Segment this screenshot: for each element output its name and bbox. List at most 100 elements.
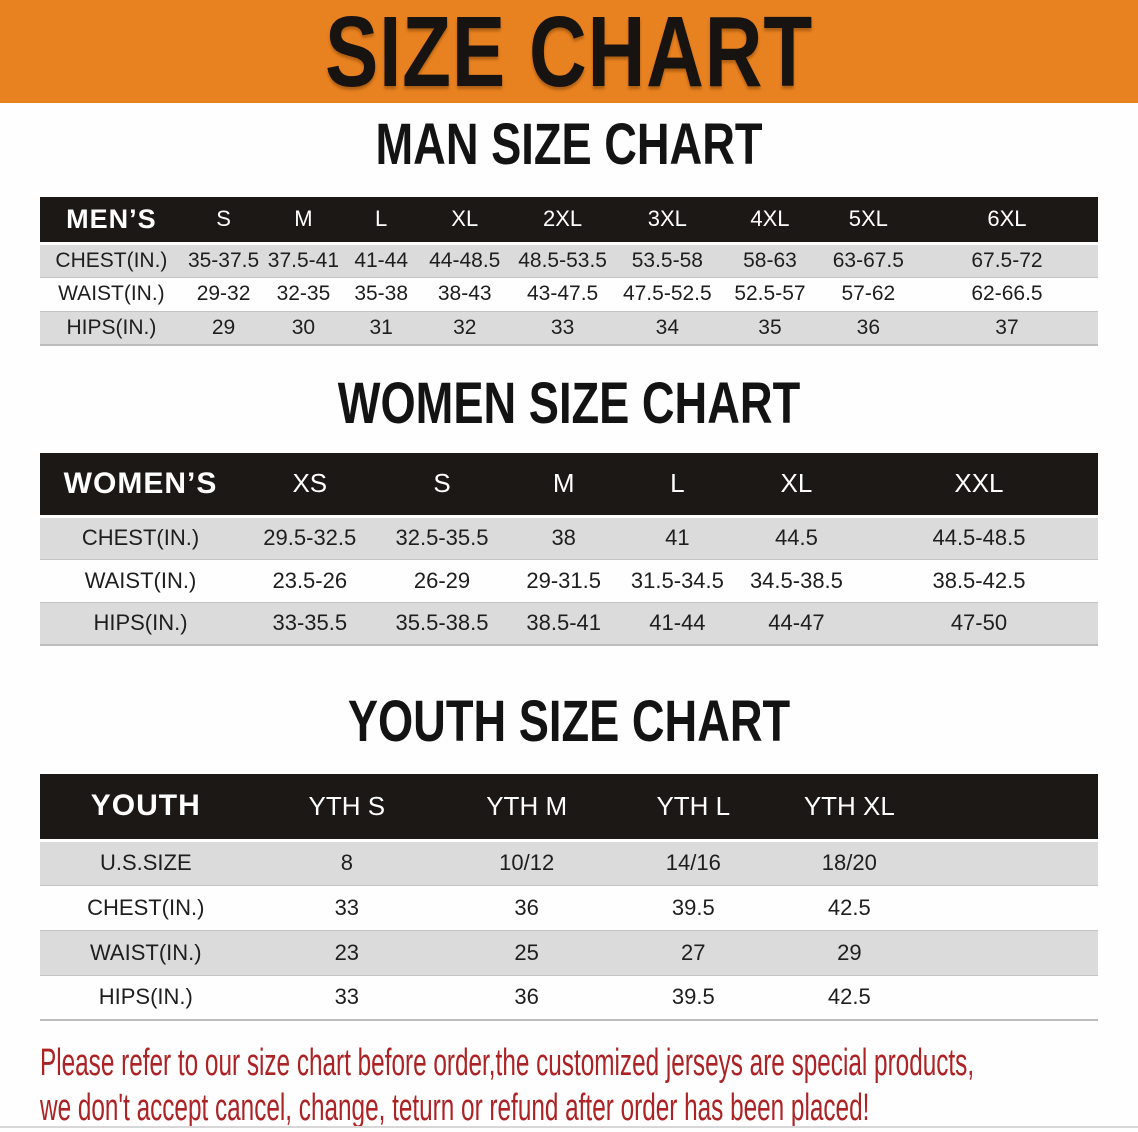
size-column-header: 2XL	[509, 197, 616, 243]
men-size-table: MEN’S S M L XL 2XL 3XL 4XL 5XL 6XL CHEST(IN.) 35-37…	[40, 197, 1098, 346]
bottom-divider	[0, 1126, 1138, 1128]
table-row: U.S.SIZE 8 10/12 14/16 18/20	[40, 840, 1098, 885]
table-row: HIPS(IN.) 33 36 39.5 42.5	[40, 975, 1098, 1020]
men-section-heading: MAN SIZE CHART	[375, 112, 763, 177]
youth-size-table: YOUTH YTH S YTH M YTH L YTH XL U.S.SIZE 8 10/12…	[40, 774, 1098, 1021]
size-value: 35-37.5	[187, 248, 260, 272]
size-value: 36	[514, 894, 539, 920]
size-value: 38.5-42.5	[932, 567, 1026, 593]
table-row: CHEST(IN.) 35-37.5 37.5-41 41-44 44-48.5 48.5…	[40, 243, 1098, 277]
size-column-header: YTH XL	[775, 774, 924, 840]
size-value: 33	[550, 315, 575, 339]
size-value: 33	[334, 984, 360, 1010]
size-value: 53.5-58	[631, 248, 703, 272]
table-row: CHEST(IN.) 29.5-32.5 32.5-35.5 38 41 44.5 44.5…	[40, 516, 1098, 559]
table-row: WAIST(IN.) 29-32 32-35 35-38 38-43 43-47.5 47.…	[40, 277, 1098, 311]
size-value: 41-44	[354, 248, 409, 272]
size-value: 29-31.5	[526, 567, 601, 593]
filler-cell	[923, 840, 1098, 885]
size-value: 23.5-26	[272, 567, 348, 593]
size-value: 29-32	[196, 282, 251, 305]
row-label: WAIST(IN.)	[58, 282, 165, 305]
size-value: 29.5-32.5	[263, 525, 357, 550]
size-value: 35-38	[354, 282, 409, 305]
table-row: CHEST(IN.) 33 36 39.5 42.5	[40, 885, 1098, 930]
row-label: U.S.SIZE	[99, 850, 192, 875]
size-column-header: XXL	[859, 453, 1098, 516]
size-value: 39.5	[671, 984, 715, 1010]
size-value: 35.5-38.5	[395, 610, 489, 636]
size-value: 36	[856, 315, 881, 339]
note-line-2: we don't accept cancel, change, teturn o…	[40, 1087, 870, 1129]
size-column-header: YTH S	[251, 774, 443, 840]
size-value: 32.5-35.5	[395, 525, 489, 550]
table-row: WAIST(IN.) 23 25 27 29	[40, 930, 1098, 975]
size-value: 38	[551, 525, 576, 550]
size-value: 44-48.5	[429, 248, 501, 272]
filler-cell	[923, 885, 1098, 930]
women-size-table: WOMEN’S XS S M L XL XXL CHEST(IN.) 29.5-32.5 32.5…	[40, 453, 1098, 646]
size-value: 32	[453, 315, 477, 339]
size-value: 36	[514, 984, 539, 1010]
size-column-header: S	[182, 197, 265, 243]
size-column-header: M	[264, 197, 343, 243]
note-line-1: Please refer to our size chart before or…	[40, 1042, 975, 1084]
size-value: 25	[514, 939, 539, 965]
size-value: 33-35.5	[272, 610, 348, 636]
size-column-header: 5XL	[820, 197, 916, 243]
size-column-header: XL	[732, 453, 860, 516]
size-value: 30	[291, 315, 316, 339]
filler-cell	[923, 774, 1098, 840]
size-value: 41	[665, 525, 690, 550]
size-column-header: 3XL	[615, 197, 720, 243]
size-value: 39.5	[671, 894, 715, 920]
row-label: HIPS(IN.)	[93, 610, 188, 636]
youth-table-label: YOUTH	[40, 774, 252, 840]
men-header-row: MEN’S S M L XL 2XL 3XL 4XL 5XL 6XL	[40, 197, 1098, 243]
size-value: 33	[334, 894, 360, 920]
row-label: HIPS(IN.)	[66, 315, 157, 339]
size-value: 18/20	[821, 850, 877, 875]
size-value: 32-35	[276, 282, 331, 305]
size-column-header: YTH L	[611, 774, 776, 840]
banner: SIZE CHART	[0, 0, 1138, 103]
women-table-label: WOMEN’S	[40, 453, 242, 516]
size-value: 58-63	[743, 248, 797, 272]
size-value: 34	[655, 315, 680, 339]
size-value: 29	[211, 315, 236, 339]
size-value: 41-44	[649, 610, 706, 636]
size-column-header: XL	[419, 197, 510, 243]
youth-section-heading: YOUTH SIZE CHART	[347, 689, 791, 754]
size-value: 48.5-53.5	[518, 248, 607, 272]
size-value: 47.5-52.5	[622, 282, 712, 305]
youth-header-row: YOUTH YTH S YTH M YTH L YTH XL	[40, 774, 1098, 840]
size-column-header: YTH M	[442, 774, 612, 840]
size-value: 44-47	[768, 610, 825, 636]
size-value: 67.5-72	[971, 248, 1043, 272]
size-value: 44.5-48.5	[932, 525, 1026, 550]
row-label: WAIST(IN.)	[84, 567, 197, 593]
size-value: 10/12	[499, 850, 555, 875]
size-value: 63-67.5	[832, 248, 904, 272]
size-column-header: XS	[241, 453, 379, 516]
women-section-heading: WOMEN SIZE CHART	[337, 371, 801, 436]
size-value: 26-29	[413, 567, 471, 593]
size-value: 57-62	[841, 282, 896, 305]
size-value: 37.5-41	[267, 248, 340, 272]
row-label: CHEST(IN.)	[55, 248, 168, 272]
filler-cell	[923, 975, 1098, 1020]
row-label: CHEST(IN.)	[81, 525, 200, 550]
size-value: 38.5-41	[526, 610, 601, 636]
size-value: 38-43	[437, 282, 492, 305]
men-table-label: MEN’S	[40, 197, 183, 243]
row-label: CHEST(IN.)	[87, 894, 205, 920]
size-value: 42.5	[827, 984, 871, 1010]
size-value: 42.5	[827, 894, 871, 920]
size-value: 31.5-34.5	[630, 567, 724, 593]
size-value: 8	[340, 850, 353, 875]
size-value: 35	[758, 315, 782, 339]
size-value: 31	[369, 315, 393, 339]
size-value: 23	[334, 939, 360, 965]
size-value: 43-47.5	[526, 282, 599, 305]
